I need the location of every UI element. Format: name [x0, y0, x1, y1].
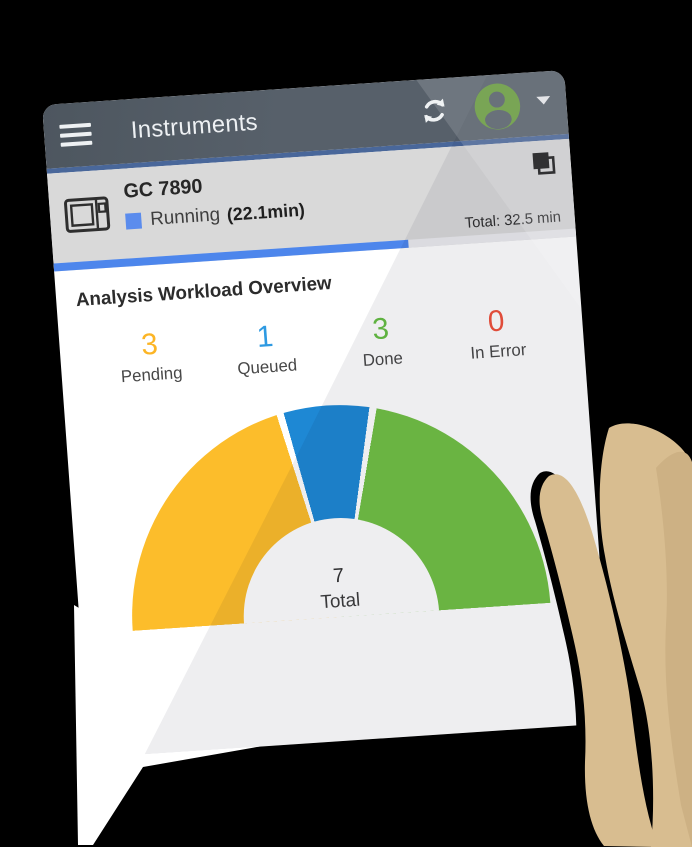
- tablet-screen: Instruments: [42, 70, 612, 759]
- stat-value: 3: [140, 327, 159, 362]
- stat-value: 3: [371, 312, 391, 347]
- stat-label: Pending: [120, 363, 184, 387]
- stat-label: Done: [362, 348, 404, 370]
- instrument-status: Running: [149, 204, 221, 230]
- dropdown-caret-icon[interactable]: [536, 96, 551, 105]
- instrument-name: GC 7890: [122, 175, 204, 203]
- total-runtime-label: Total: 32.5 min: [464, 208, 562, 232]
- workload-gauge-chart: 7 Total: [117, 391, 551, 631]
- stat-queued: 1 Queued: [229, 319, 302, 379]
- instrument-card[interactable]: GC 7890 Running (22.1min) Total: 32.5 mi…: [47, 138, 577, 272]
- main-content: Analysis Workload Overview 3 Pending 1 Queu…: [56, 256, 612, 758]
- workload-stats-row: 3 Pending 1 Queued 3 Done 0 In Error: [114, 304, 534, 388]
- status-color-square: [125, 212, 143, 230]
- stat-pending: 3 Pending: [114, 327, 187, 387]
- refresh-icon[interactable]: [417, 94, 451, 128]
- stat-in-error: 0 In Error: [461, 304, 534, 364]
- gauge-total-value: 7: [332, 564, 345, 588]
- gc-instrument-icon: [63, 194, 116, 271]
- page-title: Instruments: [129, 108, 259, 145]
- user-avatar[interactable]: [472, 81, 523, 132]
- stat-value: 1: [255, 320, 275, 355]
- gauge-total-label: Total: [319, 589, 361, 614]
- stat-done: 3 Done: [345, 312, 418, 372]
- stat-value: 0: [486, 304, 506, 339]
- stat-label: Queued: [236, 355, 298, 379]
- run-elapsed-time: (22.1min): [226, 199, 306, 225]
- stat-label: In Error: [469, 340, 527, 363]
- layers-icon[interactable]: [530, 150, 557, 178]
- app-header: Instruments: [42, 70, 569, 169]
- hamburger-menu-icon[interactable]: [59, 122, 93, 147]
